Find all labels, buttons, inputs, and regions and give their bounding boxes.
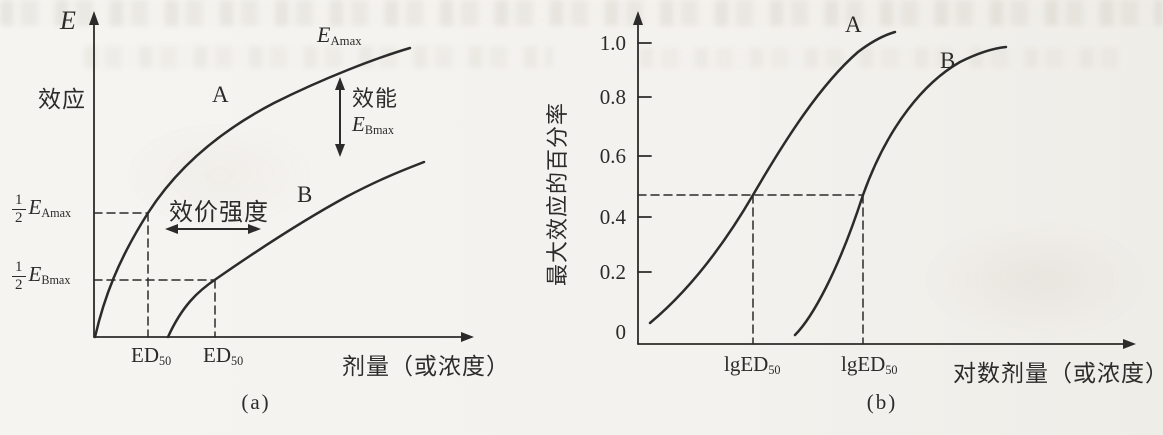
panel-a-curve-a-label: A	[212, 82, 229, 107]
bleedthrough-smudge	[0, 0, 1163, 26]
panel-a-half-emax-a-label: 1 2 EAmax	[12, 192, 71, 226]
panel-a-curve-B	[166, 160, 426, 339]
bleedthrough-blotch	[120, 120, 320, 230]
panel-b-dashed-guides	[637, 194, 864, 345]
panel-b-caption: (b)	[866, 390, 898, 414]
panel-a-efficacy-label: 效能 EBmax	[352, 87, 399, 137]
panel-a-x-axis-label: 剂量（或浓度）	[342, 354, 510, 380]
panel-a-emax-a-label: EAmax	[317, 22, 362, 49]
efficacy-sub: Bmax	[364, 122, 394, 137]
panel-a-y-axis-label: 效应	[38, 87, 86, 113]
bleedthrough-smudge	[640, 48, 1120, 68]
panel-a-ed50-a-label: ED50	[131, 343, 172, 369]
panel-a-caption: (a)	[241, 390, 271, 414]
panel-a-half-emax-b-label: 1 2 EBmax	[12, 259, 70, 293]
efficacy-arrowhead-down	[335, 144, 345, 157]
efficacy-arrowhead-up	[335, 77, 345, 90]
panel-b-tick-0: 0	[615, 320, 627, 344]
panel-b-tick-marks	[637, 42, 652, 273]
potency-arrowhead-left	[165, 224, 178, 234]
half-b-base: E	[28, 261, 42, 286]
emax-a-base: E	[317, 22, 331, 47]
bleedthrough-blotch	[920, 220, 1150, 340]
panel-a-ed50-b-label: ED50	[203, 343, 244, 369]
panel-b-lged50-b-label: lgED50	[841, 352, 898, 378]
panel-b-tick-0.6: 0.6	[599, 144, 626, 168]
panel-b-tick-0.8: 0.8	[599, 85, 626, 109]
panel-a-curve-b-label: B	[297, 182, 313, 207]
panel-b-curve-b-label: B	[940, 48, 956, 73]
panel-b-y-axis-label: 最大效应的百分率	[546, 102, 571, 287]
panel-b-tick-0.2: 0.2	[599, 260, 626, 284]
efficacy-base: E	[352, 111, 365, 136]
potency-arrowhead-right	[248, 224, 261, 234]
efficacy-text: 效能	[352, 87, 399, 112]
half-a-base: E	[28, 194, 42, 219]
panel-b-curve-B	[793, 45, 1008, 337]
panel-a-y-axis-arrowhead	[89, 11, 99, 25]
panel-a-curve-A	[93, 46, 412, 339]
half-b-sub: Bmax	[41, 272, 71, 287]
panel-b-x-axis-arrowhead	[1123, 339, 1136, 349]
panel-b-lged50-a-label: lgED50	[724, 352, 781, 378]
panel-a-x-axis-arrowhead	[461, 332, 474, 342]
panel-a-potency-label: 效价强度	[169, 198, 269, 226]
panel-b-y-axis-arrowhead	[633, 11, 643, 25]
emax-a-sub: Amax	[330, 34, 362, 49]
panel-b-tick-1.0: 1.0	[599, 31, 626, 55]
panel-a-dashed-guides	[93, 212, 216, 338]
panel-b-curve-a-label: A	[845, 12, 862, 37]
panel-b-x-axis-label: 对数剂量（或浓度）	[953, 361, 1163, 387]
panel-a-axis-symbol-E: E	[60, 6, 76, 35]
panel-b-curve-A	[648, 30, 897, 325]
panel-b-tick-0.4: 0.4	[599, 205, 626, 229]
half-a-sub: Amax	[41, 205, 72, 220]
bleedthrough-smudge	[84, 46, 554, 68]
